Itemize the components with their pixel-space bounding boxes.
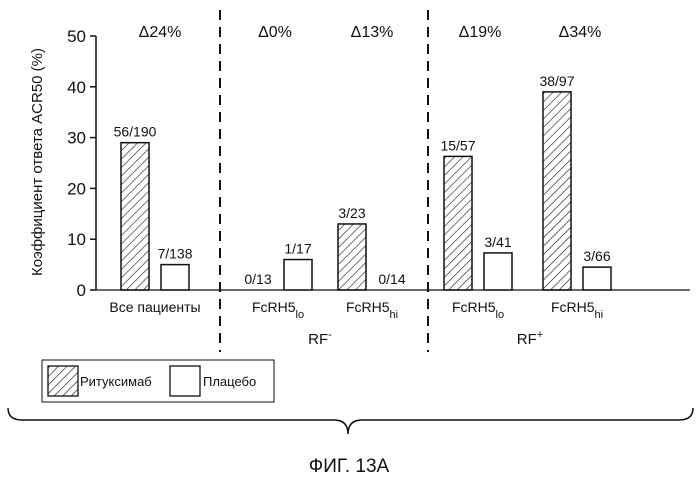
y-tick-label: 20 (67, 179, 86, 198)
category-label-main: FcRH5 (346, 299, 390, 315)
grouping-brace (8, 408, 693, 434)
category-label-main: Все пациенты (109, 299, 200, 315)
bar-value-label: 56/190 (114, 124, 157, 140)
section-label-rf-neg: RF- (308, 329, 332, 348)
delta-label: Δ13% (351, 24, 394, 41)
bar-placebo (284, 260, 312, 290)
category-label-sub: lo (296, 309, 305, 321)
bar-value-label: 3/23 (338, 205, 365, 221)
y-tick-label: 0 (77, 281, 86, 300)
category-label-sub: lo (496, 309, 505, 321)
section-label-rf-neg-text: RF (308, 331, 328, 348)
delta-label: Δ34% (559, 24, 602, 41)
category-label-main: FcRH5 (252, 299, 296, 315)
category-label-main: FcRH5 (551, 299, 595, 315)
category-label: FcRH5lo (252, 299, 304, 321)
category-label-main: FcRH5 (452, 299, 496, 315)
bar-value-label: 15/57 (440, 137, 475, 153)
y-axis-label: Коэффициент ответа ACR50 (%) (29, 48, 46, 276)
bar-value-label: 1/17 (284, 241, 311, 257)
legend-label-rituximab: Ритуксимаб (80, 374, 152, 389)
category-label: FcRH5lo (452, 299, 504, 321)
bars-layer (121, 92, 611, 290)
delta-label: Δ19% (459, 24, 502, 41)
delta-labels-layer: Δ24% Δ0% Δ13% Δ19% Δ34% (139, 24, 602, 41)
category-label: FcRH5hi (551, 299, 603, 321)
bar-value-label: 38/97 (539, 73, 574, 89)
bar-rituximab (543, 92, 571, 290)
section-label-rf-pos-text: RF (517, 331, 537, 348)
category-label: Все пациенты (109, 299, 200, 315)
bar-rituximab (444, 156, 472, 290)
category-label-sub: hi (595, 309, 604, 321)
category-label: FcRH5hi (346, 299, 398, 321)
bar-value-label: 3/66 (583, 248, 610, 264)
legend-swatch-placebo (170, 366, 200, 396)
y-tick-label: 30 (67, 129, 86, 148)
legend: Ритуксимаб Плацебо (42, 360, 274, 402)
delta-label: Δ24% (139, 24, 182, 41)
bar-placebo (583, 267, 611, 290)
bar-value-label: 3/41 (484, 234, 511, 250)
delta-label: Δ0% (258, 24, 292, 41)
category-labels-layer: Все пациентыFcRH5loFcRH5hiFcRH5loFcRH5hi (109, 299, 603, 321)
bar-value-label: 7/138 (157, 246, 192, 262)
section-label-rf-neg-sup: - (328, 329, 332, 341)
y-tick-label: 50 (67, 27, 86, 46)
bar-value-label: 0/14 (378, 271, 405, 287)
bar-rituximab (121, 143, 149, 290)
section-label-rf-pos-sup: + (537, 329, 543, 341)
legend-swatch-rituximab (48, 366, 78, 396)
bar-rituximab (338, 224, 366, 290)
legend-label-placebo: Плацебо (203, 374, 256, 389)
category-label-sub: hi (390, 309, 399, 321)
section-label-rf-pos: RF+ (517, 329, 543, 348)
bar-value-label: 0/13 (244, 271, 271, 287)
y-tick-label: 10 (67, 230, 86, 249)
y-tick-label: 40 (67, 78, 86, 97)
figure-caption: ФИГ. 13А (309, 456, 390, 477)
bar-placebo (161, 265, 189, 290)
bar-placebo (484, 253, 512, 290)
